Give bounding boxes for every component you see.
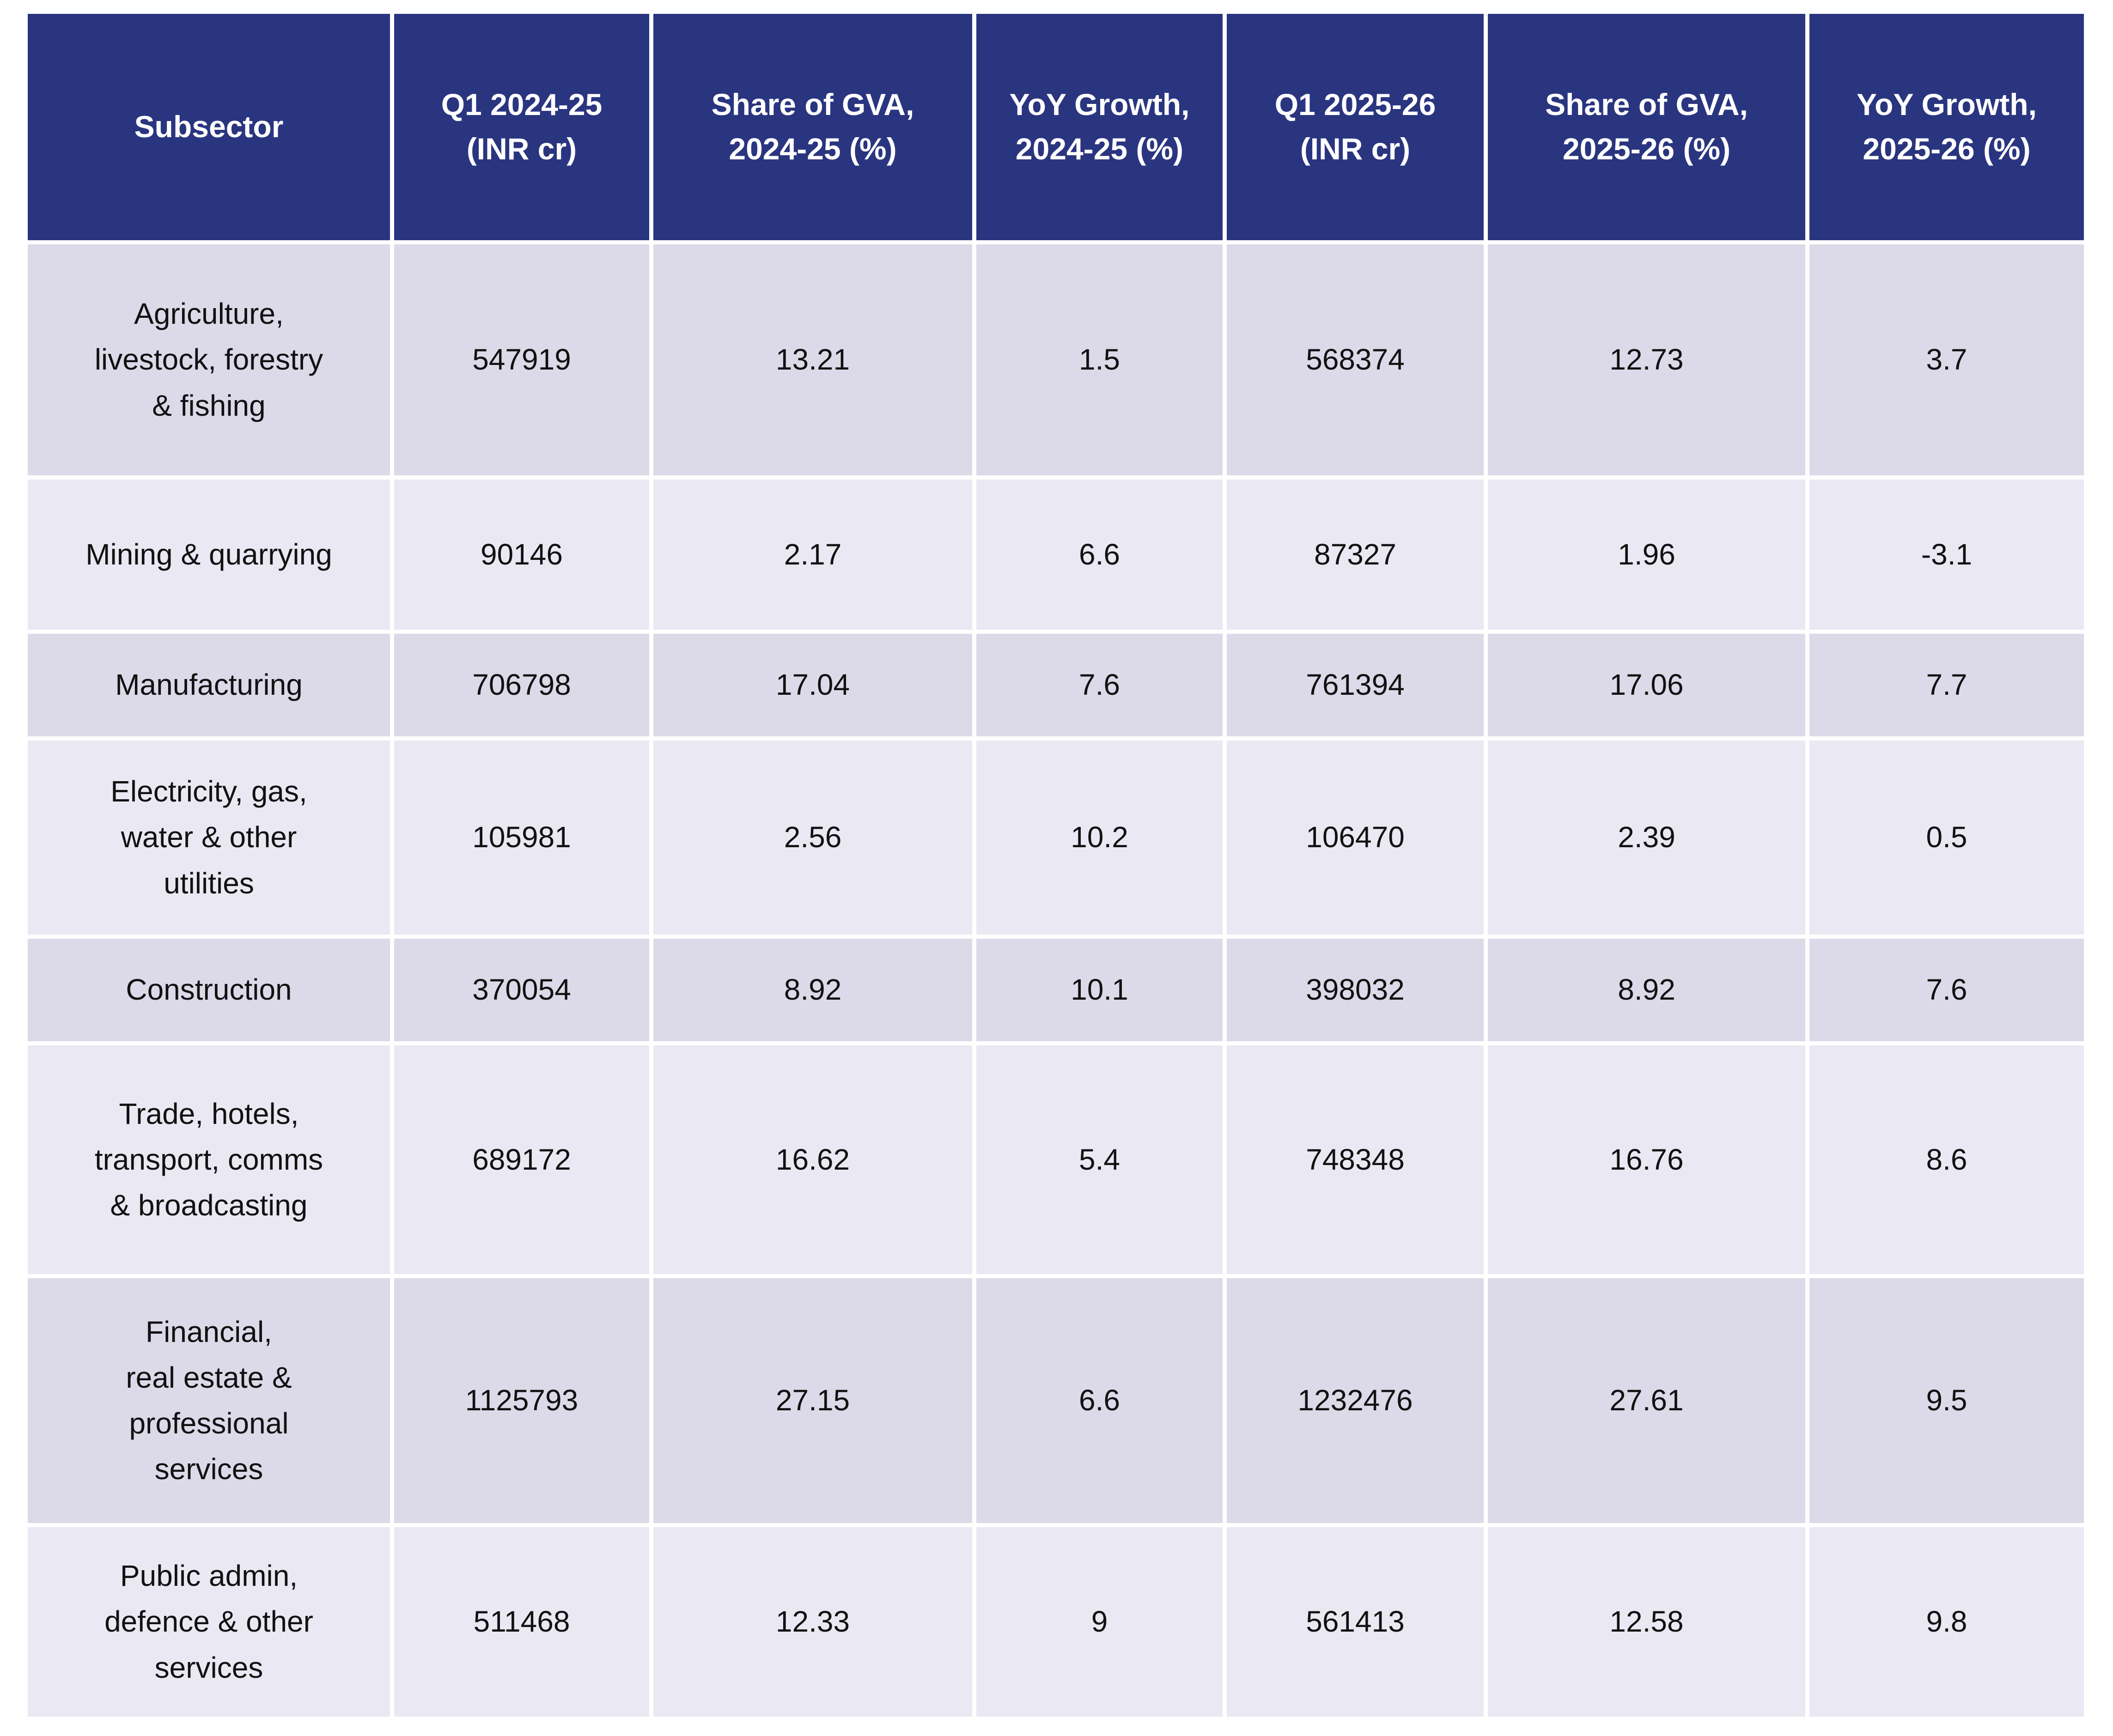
table-cell: 1.5 <box>976 244 1223 475</box>
table-row-electricity: Electricity, gas, water & other utilitie… <box>28 741 2084 935</box>
table-cell: 10.1 <box>976 939 1223 1041</box>
table-cell: 1125793 <box>394 1278 649 1523</box>
table-cell: 12.58 <box>1488 1527 1805 1717</box>
table-cell: 3.7 <box>1809 244 2084 475</box>
row-label: Mining & quarrying <box>28 480 390 630</box>
table-cell: 9.5 <box>1809 1278 2084 1523</box>
column-header-subsector: Subsector <box>28 14 390 240</box>
table-cell: 5.4 <box>976 1045 1223 1274</box>
row-label: Agriculture, livestock, forestry & fishi… <box>28 244 390 475</box>
table-cell: 561413 <box>1227 1527 1484 1717</box>
table-cell: 2.56 <box>653 741 972 935</box>
column-header-share-gva-2024-25: Share of GVA, 2024-25 (%) <box>653 14 972 240</box>
table-cell: 9.8 <box>1809 1527 2084 1717</box>
table-header: Subsector Q1 2024-25 (INR cr) Share of G… <box>28 14 2084 240</box>
table-cell: 568374 <box>1227 244 1484 475</box>
row-label: Electricity, gas, water & other utilitie… <box>28 741 390 935</box>
table-cell: 8.92 <box>1488 939 1805 1041</box>
gva-subsector-table: Subsector Q1 2024-25 (INR cr) Share of G… <box>24 10 2088 1721</box>
table-row-public-admin: Public admin, defence & other services 5… <box>28 1527 2084 1717</box>
table-row-construction: Construction 370054 8.92 10.1 398032 8.9… <box>28 939 2084 1041</box>
table-cell: 0.5 <box>1809 741 2084 935</box>
row-label: Construction <box>28 939 390 1041</box>
column-header-q1-2025-26: Q1 2025-26 (INR cr) <box>1227 14 1484 240</box>
table-cell: 7.7 <box>1809 634 2084 736</box>
column-header-yoy-growth-2025-26: YoY Growth, 2025-26 (%) <box>1809 14 2084 240</box>
table-cell: 7.6 <box>1809 939 2084 1041</box>
table-cell: 90146 <box>394 480 649 630</box>
table-cell: 105981 <box>394 741 649 935</box>
table-cell: 8.92 <box>653 939 972 1041</box>
column-header-share-gva-2025-26: Share of GVA, 2025-26 (%) <box>1488 14 1805 240</box>
table-row-trade: Trade, hotels, transport, comms & broadc… <box>28 1045 2084 1274</box>
table-cell: 6.6 <box>976 1278 1223 1523</box>
table-cell: 16.76 <box>1488 1045 1805 1274</box>
table-cell: 12.33 <box>653 1527 972 1717</box>
table-cell: 2.39 <box>1488 741 1805 935</box>
table-cell: 761394 <box>1227 634 1484 736</box>
table-row-manufacturing: Manufacturing 706798 17.04 7.6 761394 17… <box>28 634 2084 736</box>
table-cell: 13.21 <box>653 244 972 475</box>
table-row-financial: Financial, real estate & professional se… <box>28 1278 2084 1523</box>
table-cell: 27.15 <box>653 1278 972 1523</box>
table-cell: 9 <box>976 1527 1223 1717</box>
table-cell: 511468 <box>394 1527 649 1717</box>
table-cell: 17.06 <box>1488 634 1805 736</box>
column-header-q1-2024-25: Q1 2024-25 (INR cr) <box>394 14 649 240</box>
table-cell: 6.6 <box>976 480 1223 630</box>
table-cell: 689172 <box>394 1045 649 1274</box>
header-row: Subsector Q1 2024-25 (INR cr) Share of G… <box>28 14 2084 240</box>
table-cell: 17.04 <box>653 634 972 736</box>
table-cell: 706798 <box>394 634 649 736</box>
table-cell: 10.2 <box>976 741 1223 935</box>
table-row-agriculture: Agriculture, livestock, forestry & fishi… <box>28 244 2084 475</box>
table-cell: 1232476 <box>1227 1278 1484 1523</box>
table-cell: 8.6 <box>1809 1045 2084 1274</box>
row-label: Public admin, defence & other services <box>28 1527 390 1717</box>
table-cell: 748348 <box>1227 1045 1484 1274</box>
table-row-mining: Mining & quarrying 90146 2.17 6.6 87327 … <box>28 480 2084 630</box>
table-cell: 2.17 <box>653 480 972 630</box>
table-cell: 7.6 <box>976 634 1223 736</box>
table-cell: -3.1 <box>1809 480 2084 630</box>
column-header-yoy-growth-2024-25: YoY Growth, 2024-25 (%) <box>976 14 1223 240</box>
table-cell: 106470 <box>1227 741 1484 935</box>
row-label: Financial, real estate & professional se… <box>28 1278 390 1523</box>
row-label: Trade, hotels, transport, comms & broadc… <box>28 1045 390 1274</box>
table-cell: 12.73 <box>1488 244 1805 475</box>
table-cell: 398032 <box>1227 939 1484 1041</box>
table-cell: 16.62 <box>653 1045 972 1274</box>
table-cell: 547919 <box>394 244 649 475</box>
table-cell: 370054 <box>394 939 649 1041</box>
table-body: Agriculture, livestock, forestry & fishi… <box>28 244 2084 1717</box>
table-cell: 27.61 <box>1488 1278 1805 1523</box>
table-cell: 1.96 <box>1488 480 1805 630</box>
row-label: Manufacturing <box>28 634 390 736</box>
table-cell: 87327 <box>1227 480 1484 630</box>
